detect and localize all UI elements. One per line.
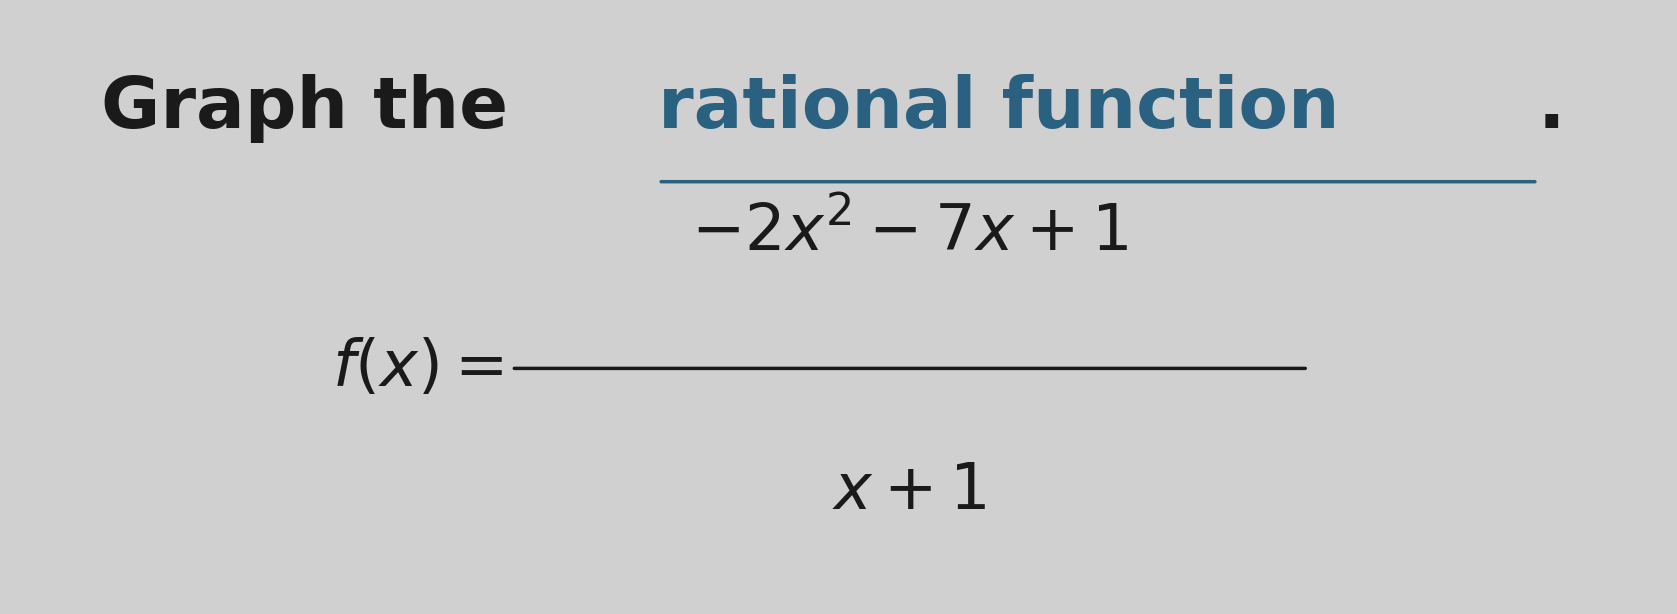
Text: Graph the: Graph the bbox=[101, 74, 533, 142]
Text: rational function: rational function bbox=[659, 74, 1340, 142]
Text: $f(x) =$: $f(x) =$ bbox=[332, 338, 503, 399]
Text: $x + 1$: $x + 1$ bbox=[832, 460, 988, 522]
Text: $-2x^2 - 7x + 1$: $-2x^2 - 7x + 1$ bbox=[691, 202, 1129, 265]
Text: .: . bbox=[1538, 74, 1565, 142]
